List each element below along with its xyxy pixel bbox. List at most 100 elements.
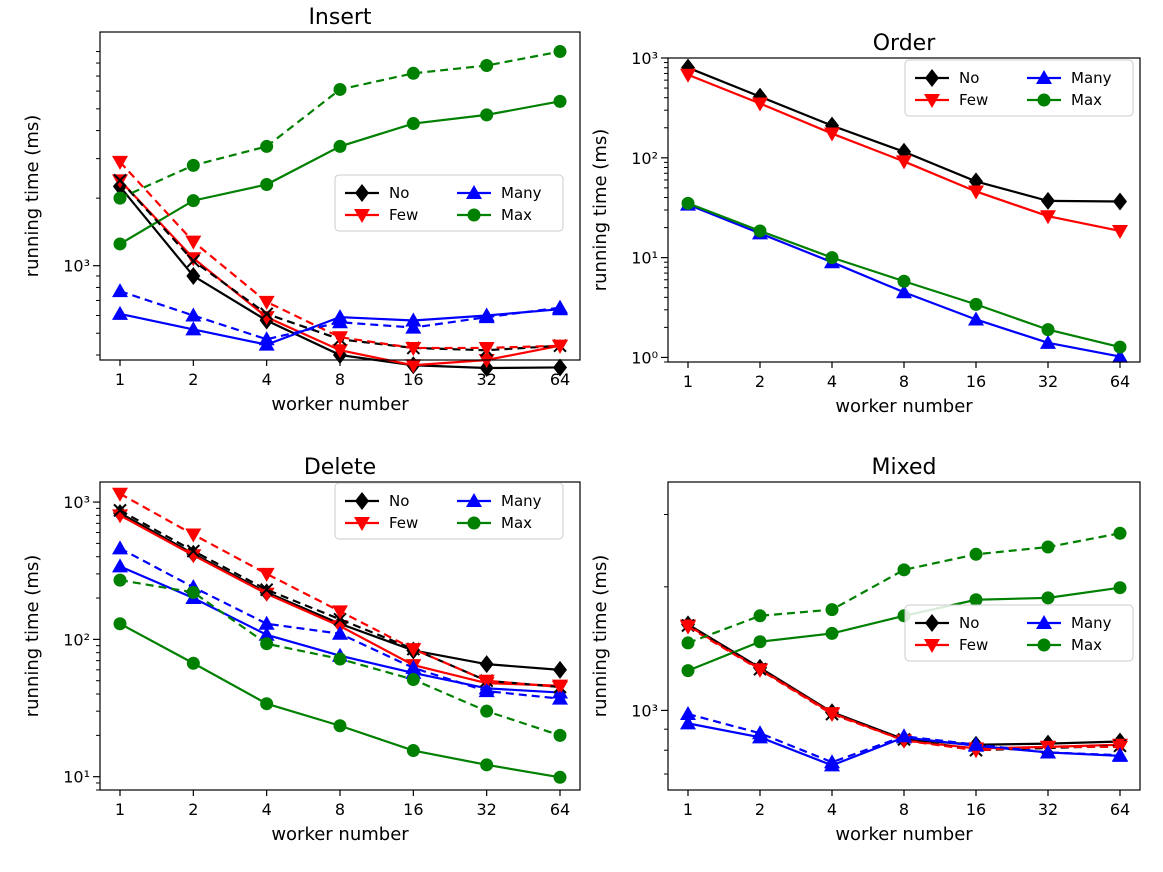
data-point xyxy=(552,339,568,354)
legend-box xyxy=(904,59,1134,117)
data-point xyxy=(258,311,275,326)
data-point xyxy=(333,652,347,666)
data-point xyxy=(332,314,348,329)
data-point xyxy=(680,620,696,635)
data-point xyxy=(1041,540,1055,554)
legend-entry-max: Max xyxy=(457,514,532,532)
data-point xyxy=(968,736,984,751)
series-layer xyxy=(112,487,568,784)
legend-entry-no: No xyxy=(345,184,409,202)
data-point xyxy=(186,254,201,268)
data-point xyxy=(752,97,768,112)
x-tick-label: 64 xyxy=(1110,800,1130,819)
data-point xyxy=(1112,747,1128,762)
data-point xyxy=(333,719,347,733)
x-tick-label: 32 xyxy=(476,370,496,389)
data-point xyxy=(258,567,275,582)
x-axis-label: worker number xyxy=(835,396,973,417)
series-max-dashed xyxy=(113,573,567,742)
data-point xyxy=(825,603,839,617)
data-point xyxy=(752,725,768,740)
legend-entry-many: Many xyxy=(1027,69,1112,87)
data-point xyxy=(478,309,495,324)
data-point xyxy=(1040,744,1056,759)
data-point xyxy=(552,299,568,314)
x-tick-label: 16 xyxy=(403,800,423,819)
series-max-dashed xyxy=(113,45,567,205)
data-point xyxy=(896,284,912,299)
data-point xyxy=(1112,348,1128,363)
axes-frame xyxy=(99,31,581,361)
data-point xyxy=(332,625,348,640)
legend-label: Many xyxy=(501,184,542,202)
chart-title: Insert xyxy=(308,5,371,30)
data-point xyxy=(333,82,347,96)
data-point xyxy=(113,191,127,205)
x-tick-label: 2 xyxy=(188,800,198,819)
series-max-solid xyxy=(113,94,567,251)
legend-marker xyxy=(1036,70,1052,84)
data-point xyxy=(553,358,567,377)
data-point xyxy=(113,573,127,587)
data-point xyxy=(480,758,494,772)
axes-frame xyxy=(99,481,581,791)
data-point xyxy=(478,341,495,356)
data-point xyxy=(113,173,127,188)
legend-label: Few xyxy=(389,514,418,532)
data-point xyxy=(1041,591,1055,605)
data-point xyxy=(185,549,202,564)
y-axis-label: running time (ms) xyxy=(22,115,43,278)
data-point xyxy=(112,283,128,298)
data-point xyxy=(825,251,839,265)
data-point xyxy=(186,544,201,558)
chart-order: Order 10⁰ 10¹ 10² 10³ 1 2 4 8 16 32 64 worker number… xyxy=(590,31,1141,417)
series-few-dashed xyxy=(112,487,568,695)
legend-entry-no: No xyxy=(345,492,409,510)
data-point xyxy=(681,196,695,210)
y-tick-label: 10² xyxy=(631,149,658,168)
data-point xyxy=(260,697,274,711)
x-tick-label: 1 xyxy=(683,372,693,391)
series-layer xyxy=(112,45,568,378)
chart-title: Order xyxy=(873,31,936,56)
x-tick-label: 64 xyxy=(1110,372,1130,391)
y-axis-label: running time (ms) xyxy=(22,555,43,718)
data-point xyxy=(1113,526,1127,540)
legend-entry-many: Many xyxy=(457,492,542,510)
x-tick-label: 4 xyxy=(262,370,272,389)
data-point xyxy=(478,354,495,368)
data-point xyxy=(186,656,200,670)
legend-entry-max: Max xyxy=(1027,91,1102,109)
x-tick-label: 2 xyxy=(755,800,765,819)
data-point xyxy=(186,266,201,285)
data-point xyxy=(968,185,984,200)
data-point xyxy=(113,237,127,251)
legend-label: No xyxy=(389,492,409,510)
y-tick-label: 10¹ xyxy=(631,249,658,268)
data-point xyxy=(112,305,128,320)
data-point xyxy=(405,359,422,374)
legend-entry-few: Few xyxy=(345,514,418,532)
y-tick-label: 10¹ xyxy=(63,768,90,787)
x-tick-label: 16 xyxy=(966,372,986,391)
legend-marker xyxy=(467,516,481,530)
data-point xyxy=(258,626,275,641)
data-point xyxy=(259,583,274,597)
data-point xyxy=(258,331,275,346)
legend-label: Few xyxy=(959,636,988,654)
data-point xyxy=(185,235,202,250)
x-tick-label: 64 xyxy=(550,370,570,389)
x-tick-label: 4 xyxy=(827,800,837,819)
x-tick-label: 4 xyxy=(262,800,272,819)
data-point xyxy=(259,307,274,321)
data-point xyxy=(185,528,202,543)
legend-label: Max xyxy=(1071,91,1102,109)
legend-entry-max: Max xyxy=(1027,636,1102,654)
legend-marker xyxy=(1037,638,1051,652)
legend-label: Few xyxy=(959,91,988,109)
data-point xyxy=(1040,210,1056,225)
legend-entry-no: No xyxy=(915,614,979,632)
x-tick-label: 2 xyxy=(188,370,198,389)
data-point xyxy=(553,94,567,108)
legend: No Few Many Max xyxy=(904,59,1134,117)
